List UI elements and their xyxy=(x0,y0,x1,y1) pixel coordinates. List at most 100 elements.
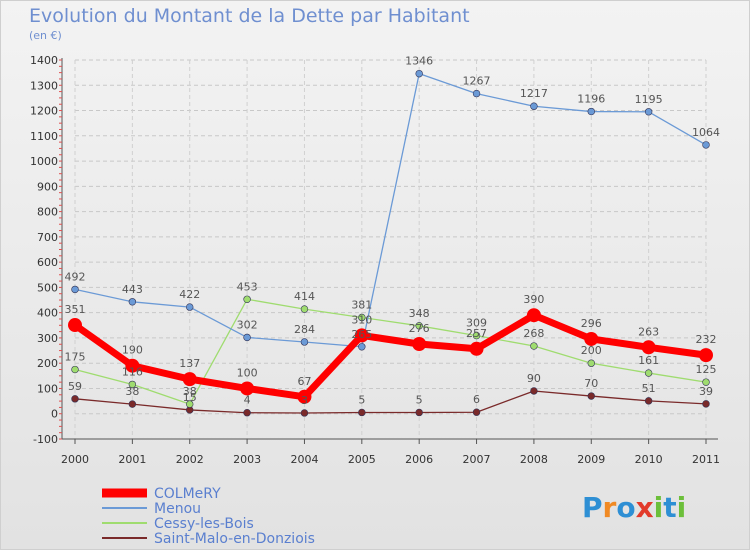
data-label: 116 xyxy=(122,365,143,378)
data-label: 310 xyxy=(351,313,372,326)
y-tick-label: 1000 xyxy=(30,155,58,168)
data-point xyxy=(415,322,423,330)
data-label: 351 xyxy=(65,303,86,316)
data-point xyxy=(587,392,595,400)
y-tick-label: 1300 xyxy=(30,79,58,92)
data-label: 348 xyxy=(409,307,430,320)
y-tick-label: 700 xyxy=(37,231,58,244)
data-point xyxy=(68,318,82,333)
data-label: 492 xyxy=(65,270,86,283)
data-label: 284 xyxy=(294,323,315,336)
data-label: 38 xyxy=(183,385,197,398)
data-label: 422 xyxy=(179,288,200,301)
legend-label: Cessy-les-Bois xyxy=(154,516,254,532)
data-point xyxy=(644,369,653,377)
data-point xyxy=(243,295,251,303)
data-label: 414 xyxy=(294,290,315,303)
y-tick-label: 1100 xyxy=(30,130,58,143)
data-point xyxy=(412,336,427,351)
x-tick-label: 2005 xyxy=(348,453,376,466)
data-label: 6 xyxy=(473,393,480,406)
data-label: 257 xyxy=(466,327,487,340)
data-point xyxy=(186,303,194,311)
data-label: 90 xyxy=(527,372,541,385)
data-point xyxy=(243,409,251,417)
y-tick-label: 600 xyxy=(37,256,58,269)
legend-label: Saint-Malo-en-Donziois xyxy=(154,531,315,547)
data-label: 5 xyxy=(416,393,423,406)
y-tick-label: -100 xyxy=(33,433,58,446)
x-tick-label: 2007 xyxy=(463,453,491,466)
proxiti-logo: Proxiti xyxy=(582,491,686,524)
series-line-Menou xyxy=(74,72,707,348)
data-label: 1346 xyxy=(405,55,433,68)
x-tick-label: 2006 xyxy=(405,453,433,466)
x-tick-label: 2003 xyxy=(233,453,261,466)
data-point xyxy=(297,389,312,404)
data-label: 390 xyxy=(523,293,544,306)
series-line-Saint-Malo-en-Donziois xyxy=(74,390,707,414)
data-point xyxy=(584,331,599,346)
data-point xyxy=(300,305,309,313)
y-tick-label: 900 xyxy=(37,180,58,193)
data-label: 1196 xyxy=(577,93,605,106)
data-point xyxy=(472,331,481,340)
data-point xyxy=(587,107,595,116)
data-point xyxy=(358,313,366,322)
data-point xyxy=(71,285,79,294)
data-point xyxy=(702,141,710,149)
data-label: 296 xyxy=(581,317,602,330)
data-label: 232 xyxy=(696,333,717,346)
x-tick-label: 2001 xyxy=(118,453,146,466)
data-point xyxy=(128,400,137,408)
data-label: 190 xyxy=(122,344,143,357)
data-label: 302 xyxy=(237,318,258,331)
data-label: 100 xyxy=(237,366,258,379)
data-point xyxy=(186,400,194,408)
data-point xyxy=(358,343,366,351)
legend-label: COLMeRY xyxy=(154,486,221,502)
data-point xyxy=(71,395,79,403)
data-point xyxy=(644,108,653,116)
data-point xyxy=(415,408,423,417)
data-label: 263 xyxy=(638,325,659,338)
data-point xyxy=(699,348,713,363)
y-tick-label: 100 xyxy=(37,382,58,395)
y-tick-label: 1400 xyxy=(30,54,58,67)
y-tick-label: 1200 xyxy=(30,105,58,118)
data-labels: 59 38 15 4 3 5 5 690 70 51 39175116384534143813483… xyxy=(65,55,721,407)
data-point xyxy=(243,333,251,342)
data-point xyxy=(128,298,137,306)
data-label: 1064 xyxy=(692,126,720,139)
data-label: 200 xyxy=(581,344,602,357)
data-label: 4 xyxy=(244,394,251,407)
data-point xyxy=(530,342,538,350)
data-label: 39 xyxy=(699,385,713,398)
data-point xyxy=(530,102,538,110)
y-tick-label: 500 xyxy=(37,281,58,294)
data-point xyxy=(415,69,423,78)
series-line-COLMeRY xyxy=(71,311,710,401)
data-point xyxy=(530,387,538,395)
data-label: 70 xyxy=(584,377,598,390)
x-tick-label: 2011 xyxy=(692,453,720,466)
data-point xyxy=(587,359,595,367)
data-point xyxy=(182,372,197,387)
x-tick-label: 2000 xyxy=(61,453,89,466)
data-point xyxy=(358,408,366,417)
data-label: 137 xyxy=(179,357,200,370)
data-point xyxy=(644,397,653,405)
data-label: 276 xyxy=(409,322,430,335)
x-tick-label: 2010 xyxy=(635,453,663,466)
data-label: 381 xyxy=(351,298,372,311)
data-label: 15 xyxy=(183,391,197,404)
data-label: 5 xyxy=(358,393,365,406)
data-point xyxy=(128,380,137,389)
data-point xyxy=(300,338,309,346)
chart-subtitle: (en €) xyxy=(29,29,62,42)
data-label: 38 xyxy=(125,385,139,398)
data-point xyxy=(469,341,484,356)
data-label: 175 xyxy=(65,351,86,364)
data-label: 161 xyxy=(638,354,659,367)
y-tick-label: 400 xyxy=(37,307,58,320)
